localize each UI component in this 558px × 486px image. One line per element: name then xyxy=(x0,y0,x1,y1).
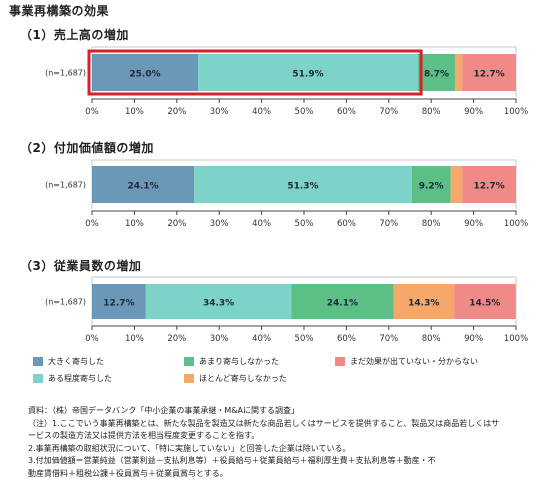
note-line: 資料：（株）帝国データバンク「中小企業の事業承継・M&Aに関する調査」 xyxy=(28,406,300,415)
data-label: 14.5% xyxy=(469,299,500,309)
legend-label: 大きく寄与した xyxy=(48,357,104,366)
bar-segment xyxy=(462,54,516,91)
bar-segment xyxy=(92,54,198,91)
data-label: 51.3% xyxy=(287,182,318,192)
x-tick-label: 20% xyxy=(167,219,186,229)
x-tick-label: 60% xyxy=(337,107,356,117)
x-tick-label: 10% xyxy=(125,107,144,117)
legend-swatch xyxy=(33,374,43,383)
x-tick-label: 10% xyxy=(125,334,144,344)
note-line: 動産賃借料＋租税公課＋役員賞与＋従業員賞与とする。 xyxy=(28,468,228,478)
note-line: （注）1.ここでいう事業再構築とは、新たな製品を製造又は新たな商品若しくはサービ… xyxy=(28,418,500,428)
page-title: 事業再構築の効果 xyxy=(9,4,110,18)
data-label: 24.1% xyxy=(127,182,158,192)
x-tick-label: 50% xyxy=(295,219,314,229)
x-tick-label: 90% xyxy=(464,219,483,229)
data-label: 51.9% xyxy=(292,70,323,80)
legend-swatch xyxy=(335,357,345,366)
x-tick-label: 60% xyxy=(337,334,356,344)
legend-item-some: ある程度寄与した xyxy=(33,373,112,384)
x-tick-label: 70% xyxy=(379,107,398,117)
data-label: 14.3% xyxy=(408,299,439,309)
legend-label: ほとんど寄与しなかった xyxy=(199,374,287,383)
bar-segment xyxy=(194,166,412,203)
data-label: 12.7% xyxy=(473,70,504,80)
x-tick-label: 80% xyxy=(422,334,441,344)
note-line: 3.付加価値額＝営業純益（営業利益－支払利息等）＋役員給与＋従業員給与＋福利厚生… xyxy=(28,456,436,465)
x-tick-label: 50% xyxy=(295,107,314,117)
sample-size-label: (n=1,687) xyxy=(45,298,86,307)
bar-segment xyxy=(462,166,516,203)
legend-label: まだ効果が出ていない・分からない xyxy=(350,357,478,366)
x-tick-label: 30% xyxy=(210,334,229,344)
x-tick-label: 0% xyxy=(85,107,99,117)
legend-swatch xyxy=(184,357,194,366)
legend-label: あまり寄与しなかった xyxy=(199,357,279,366)
bar-segment xyxy=(198,54,419,91)
legend-item-little: あまり寄与しなかった xyxy=(184,356,279,367)
legend-item-unknown: まだ効果が出ていない・分からない xyxy=(335,356,478,367)
legend-swatch xyxy=(184,374,194,383)
sample-size-label: (n=1,687) xyxy=(45,181,86,190)
data-label: 9.2% xyxy=(419,182,444,192)
legend-label: ある程度寄与した xyxy=(48,374,112,383)
bar-segment xyxy=(411,166,451,203)
x-tick-label: 30% xyxy=(210,107,229,117)
highlight-box xyxy=(87,49,423,96)
data-label: 12.7% xyxy=(473,182,504,192)
x-tick-label: 20% xyxy=(167,107,186,117)
x-tick-label: 40% xyxy=(252,219,271,229)
data-label: 12.7% xyxy=(103,299,134,309)
note-line: 2.事業再構築の取組状況について、「特に実施していない」と回答した企業は除いてい… xyxy=(28,443,351,453)
bar-segment xyxy=(454,284,516,319)
bar-segment xyxy=(393,284,455,319)
bar-segment xyxy=(291,284,394,319)
x-tick-label: 40% xyxy=(252,107,271,117)
x-tick-label: 20% xyxy=(167,334,186,344)
x-tick-label: 100% xyxy=(504,219,528,229)
bar-segment xyxy=(145,284,292,319)
x-tick-label: 90% xyxy=(464,107,483,117)
x-tick-label: 50% xyxy=(295,334,314,344)
note-line: ービスの製造方法又は提供方法を相当程度変更することを指す。 xyxy=(28,431,260,440)
chart-title-sales: （1）売上高の増加 xyxy=(20,28,129,42)
x-tick-label: 100% xyxy=(504,334,528,344)
x-tick-label: 70% xyxy=(379,219,398,229)
bar-segment xyxy=(454,54,463,91)
x-tick-label: 60% xyxy=(337,219,356,229)
x-tick-label: 40% xyxy=(252,334,271,344)
source-notes: 資料：（株）帝国データバンク「中小企業の事業承継・M&Aに関する調査」 （注）1… xyxy=(28,405,553,480)
legend-item-large: 大きく寄与した xyxy=(33,356,104,367)
bar-segment xyxy=(418,54,455,91)
x-tick-label: 100% xyxy=(504,107,528,117)
legend-swatch xyxy=(33,357,43,366)
legend-item-hardly: ほとんど寄与しなかった xyxy=(184,373,287,384)
x-tick-label: 0% xyxy=(85,334,99,344)
sample-size-label: (n=1,687) xyxy=(45,69,86,78)
x-tick-label: 80% xyxy=(422,219,441,229)
x-tick-label: 90% xyxy=(464,334,483,344)
chart-title-employees: （3）従業員数の増加 xyxy=(20,259,142,273)
x-tick-label: 80% xyxy=(422,107,441,117)
chart-title-value-added: （2）付加価値額の増加 xyxy=(20,141,154,155)
bar-segment xyxy=(92,166,195,203)
x-tick-label: 30% xyxy=(210,219,229,229)
bar-segment xyxy=(450,166,463,203)
bar-segment xyxy=(92,284,146,319)
x-tick-label: 0% xyxy=(85,219,99,229)
x-tick-label: 10% xyxy=(125,219,144,229)
x-tick-label: 70% xyxy=(379,334,398,344)
charts-area: (n=1,687) 25.0% 51.9% 8.7% 12.7% 0% 10% 20% 30% 4… xyxy=(45,46,528,344)
data-label: 34.3% xyxy=(203,299,234,309)
data-label: 24.1% xyxy=(327,299,358,309)
data-label: 25.0% xyxy=(129,70,160,80)
data-label: 8.7% xyxy=(424,70,449,80)
